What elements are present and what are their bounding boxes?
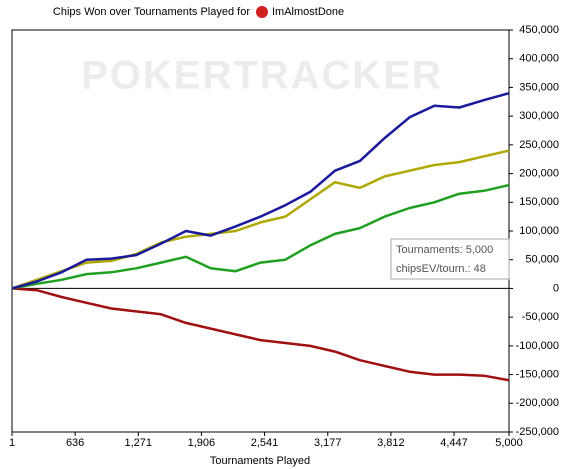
x-axis-label: Tournaments Played [210,455,310,467]
y-tick-label: -250,000 [516,426,559,438]
player-icon [256,6,268,18]
y-tick-label: -100,000 [516,340,559,352]
series-line [11,91,510,290]
x-tick-label: 1 [9,437,15,449]
info-text: Tournaments: 5,000 [396,244,493,256]
info-text: chipsEV/tourn.: 48 [396,263,486,275]
y-tick-label: 450,000 [519,24,559,36]
x-tick-label: 4,447 [440,437,468,449]
x-tick-label: 3,177 [314,437,342,449]
info-box [390,238,510,280]
x-tick-label: 636 [66,437,84,449]
y-tick-label: -200,000 [516,397,559,409]
series-line [11,149,510,290]
series-line [11,287,510,382]
x-tick-label: 3,812 [377,437,405,449]
x-tick-label: 1,906 [188,437,216,449]
watermark: POKERTRACKER [81,54,443,98]
y-tick-label: 0 [553,282,559,294]
x-tick-label: 1,271 [124,437,152,449]
y-tick-label: 50,000 [525,254,559,266]
y-tick-label: -50,000 [522,311,559,323]
y-tick-label: -150,000 [516,368,559,380]
series-line [11,183,510,290]
y-tick-label: 150,000 [519,196,559,208]
x-tick-label: 2,541 [251,437,279,449]
y-tick-label: 200,000 [519,167,559,179]
y-tick-label: 250,000 [519,139,559,151]
y-tick-label: 100,000 [519,225,559,237]
y-tick-label: 400,000 [519,53,559,65]
player-name: ImAlmostDone [272,6,344,18]
x-tick-label: 5,000 [495,437,523,449]
y-tick-label: 350,000 [519,81,559,93]
chart-title: Chips Won over Tournaments Played for [53,6,250,18]
y-tick-label: 300,000 [519,110,559,122]
